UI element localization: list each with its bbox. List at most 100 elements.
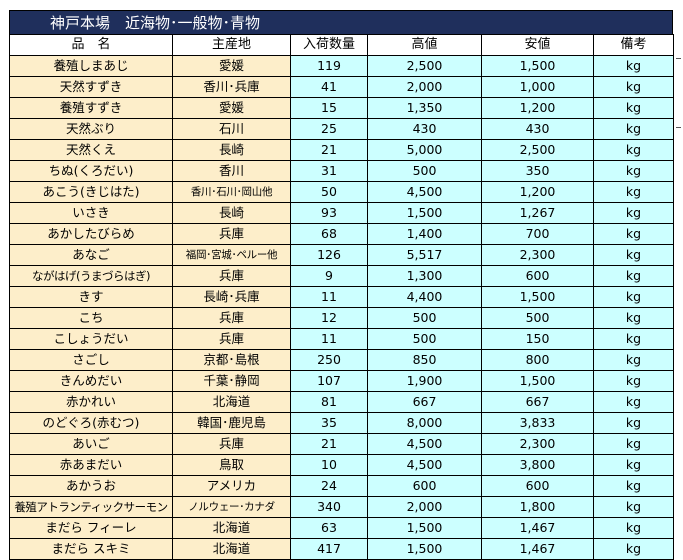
fish-name-cell: 天然ぶり	[9, 118, 173, 140]
quantity-cell: 15	[290, 97, 368, 119]
high-price-cell: 2,000	[367, 496, 482, 518]
unit-cell: kg	[593, 118, 674, 140]
fish-name-cell: あなご	[9, 244, 173, 266]
table-row: こち 兵庫 12 500 500 kg	[9, 307, 674, 329]
quantity-cell: 25	[290, 118, 368, 140]
high-price-cell: 4,500	[367, 454, 482, 476]
fish-name-cell: 養殖しまあじ	[9, 55, 173, 77]
quantity-cell: 10	[290, 454, 368, 476]
high-price-cell: 1,400	[367, 223, 482, 245]
unit-cell: kg	[593, 475, 674, 497]
low-price-cell: 700	[481, 223, 594, 245]
fish-name-cell: まだら スキミ	[9, 538, 173, 560]
unit-cell: kg	[593, 160, 674, 182]
low-price-cell: 1,467	[481, 538, 594, 560]
origin-cell: 韓国･鹿児島	[172, 412, 291, 434]
unit-cell: kg	[593, 55, 674, 77]
high-price-cell: 500	[367, 160, 482, 182]
origin-cell: 長崎･兵庫	[172, 286, 291, 308]
origin-cell: 兵庫	[172, 265, 291, 287]
fish-name-cell: 天然くえ	[9, 139, 173, 161]
unit-cell: kg	[593, 181, 674, 203]
high-price-cell: 2,000	[367, 76, 482, 98]
high-price-cell: 1,350	[367, 97, 482, 119]
low-price-cell: 1,500	[481, 55, 594, 77]
quantity-cell: 21	[290, 433, 368, 455]
table-row: いさき 長崎 93 1,500 1,267 kg	[9, 202, 674, 224]
header-qty: 入荷数量	[290, 34, 368, 56]
table-row: 天然くえ 長崎 21 5,000 2,500 kg	[9, 139, 674, 161]
quantity-cell: 340	[290, 496, 368, 518]
origin-cell: 鳥取	[172, 454, 291, 476]
fish-name-cell: あこう(きじはた)	[9, 181, 173, 203]
header-low: 安値	[481, 34, 594, 56]
unit-cell: kg	[593, 370, 674, 392]
quantity-cell: 63	[290, 517, 368, 539]
low-price-cell: 2,500	[481, 139, 594, 161]
origin-cell: 兵庫	[172, 307, 291, 329]
origin-cell: 千葉･静岡	[172, 370, 291, 392]
table-row: 天然ぶり 石川 25 430 430 kg	[9, 118, 674, 140]
table-row: さごし 京都･島根 250 850 800 kg	[9, 349, 674, 371]
high-price-cell: 1,500	[367, 517, 482, 539]
table-row: あかうお アメリカ 24 600 600 kg	[9, 475, 674, 497]
high-price-cell: 500	[367, 307, 482, 329]
unit-cell: kg	[593, 328, 674, 350]
quantity-cell: 11	[290, 286, 368, 308]
header-origin: 主産地	[172, 34, 291, 56]
unit-cell: kg	[593, 223, 674, 245]
unit-cell: kg	[593, 433, 674, 455]
fish-name-cell: あかしたびらめ	[9, 223, 173, 245]
table-row: のどぐろ(赤むつ) 韓国･鹿児島 35 8,000 3,833 kg	[9, 412, 674, 434]
quantity-cell: 24	[290, 475, 368, 497]
low-price-cell: 430	[481, 118, 594, 140]
high-price-cell: 1,300	[367, 265, 482, 287]
origin-cell: 京都･島根	[172, 349, 291, 371]
low-price-cell: 350	[481, 160, 594, 182]
low-price-cell: 1,800	[481, 496, 594, 518]
origin-cell: 長崎	[172, 139, 291, 161]
table-row: きんめだい 千葉･静岡 107 1,900 1,500 kg	[9, 370, 674, 392]
high-price-cell: 4,400	[367, 286, 482, 308]
low-price-cell: 2,300	[481, 433, 594, 455]
origin-cell: 福岡･宮城･ペルー他	[172, 244, 291, 266]
table-row: まだら スキミ 北海道 417 1,500 1,467 kg	[9, 538, 674, 560]
origin-cell: 石川	[172, 118, 291, 140]
quantity-cell: 41	[290, 76, 368, 98]
quantity-cell: 119	[290, 55, 368, 77]
fish-name-cell: 天然すずき	[9, 76, 173, 98]
unit-cell: kg	[593, 307, 674, 329]
low-price-cell: 667	[481, 391, 594, 413]
unit-cell: kg	[593, 76, 674, 98]
low-price-cell: 800	[481, 349, 594, 371]
unit-cell: kg	[593, 454, 674, 476]
origin-cell: 愛媛	[172, 55, 291, 77]
quantity-cell: 11	[290, 328, 368, 350]
fish-name-cell: いさき	[9, 202, 173, 224]
fish-name-cell: きす	[9, 286, 173, 308]
unit-cell: kg	[593, 349, 674, 371]
low-price-cell: 500	[481, 307, 594, 329]
high-price-cell: 1,500	[367, 202, 482, 224]
unit-cell: kg	[593, 412, 674, 434]
table-row: きす 長崎･兵庫 11 4,400 1,500 kg	[9, 286, 674, 308]
fish-name-cell: ちぬ(くろだい)	[9, 160, 173, 182]
price-table: 品 名 主産地 入荷数量 高値 安値 備考 養殖しまあじ 愛媛 119 2,500 1,…	[9, 34, 674, 560]
low-price-cell: 1,200	[481, 181, 594, 203]
header-row: 品 名 主産地 入荷数量 高値 安値 備考	[9, 34, 674, 56]
table-row: 養殖しまあじ 愛媛 119 2,500 1,500 kg	[9, 55, 674, 77]
fish-name-cell: さごし	[9, 349, 173, 371]
high-price-cell: 430	[367, 118, 482, 140]
low-price-cell: 1,267	[481, 202, 594, 224]
fish-name-cell: あかうお	[9, 475, 173, 497]
table-row: 天然すずき 香川･兵庫 41 2,000 1,000 kg	[9, 76, 674, 98]
unit-cell: kg	[593, 496, 674, 518]
table-row: こしょうだい 兵庫 11 500 150 kg	[9, 328, 674, 350]
fish-name-cell: こしょうだい	[9, 328, 173, 350]
origin-cell: 香川･兵庫	[172, 76, 291, 98]
quantity-cell: 250	[290, 349, 368, 371]
fish-name-cell: 赤あまだい	[9, 454, 173, 476]
table-row: 養殖アトランティックサーモン ノルウェー･カナダ 340 2,000 1,800 kg	[9, 496, 674, 518]
quantity-cell: 126	[290, 244, 368, 266]
high-price-cell: 600	[367, 475, 482, 497]
